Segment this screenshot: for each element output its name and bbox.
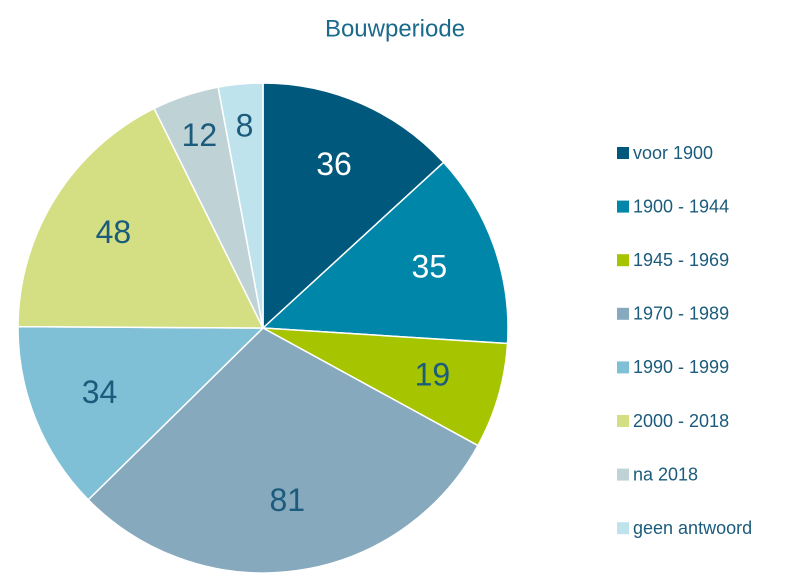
- pie-slice: [261, 161, 509, 345]
- data-label: 81: [269, 482, 305, 518]
- legend-swatch: [617, 254, 629, 267]
- pie-slice: [87, 327, 479, 574]
- data-label: 12: [182, 117, 218, 153]
- legend-label: geen antwoord: [633, 518, 752, 538]
- data-label: 36: [316, 146, 352, 182]
- pie-slice: [217, 82, 264, 329]
- legend-swatch: [617, 361, 629, 374]
- chart-title: Bouwperiode: [325, 15, 465, 42]
- legend-label: 2000 - 2018: [633, 411, 729, 431]
- legend-swatch: [617, 522, 629, 535]
- legend-swatch: [617, 307, 629, 320]
- data-label: 35: [412, 249, 448, 285]
- data-label: 48: [96, 214, 132, 250]
- legend-swatch: [617, 415, 629, 427]
- data-label: 34: [82, 374, 118, 410]
- legend-swatch: [617, 147, 629, 159]
- pie-slice: [17, 325, 265, 501]
- legend-swatch: [617, 200, 629, 213]
- legend-label: 1990 - 1999: [633, 357, 729, 377]
- pie-slice: [262, 327, 509, 447]
- data-label: 19: [415, 357, 451, 393]
- legend-label: 1945 - 1969: [633, 250, 729, 270]
- legend-label: voor 1900: [633, 143, 713, 163]
- legend-swatch: [617, 468, 629, 481]
- pie-slice: [17, 107, 265, 329]
- legend-label: na 2018: [633, 464, 698, 484]
- data-label: 8: [236, 107, 254, 143]
- legend-label: 1970 - 1989: [633, 304, 729, 324]
- legend-label: 1900 - 1944: [633, 196, 729, 216]
- pie-slice: [262, 82, 445, 330]
